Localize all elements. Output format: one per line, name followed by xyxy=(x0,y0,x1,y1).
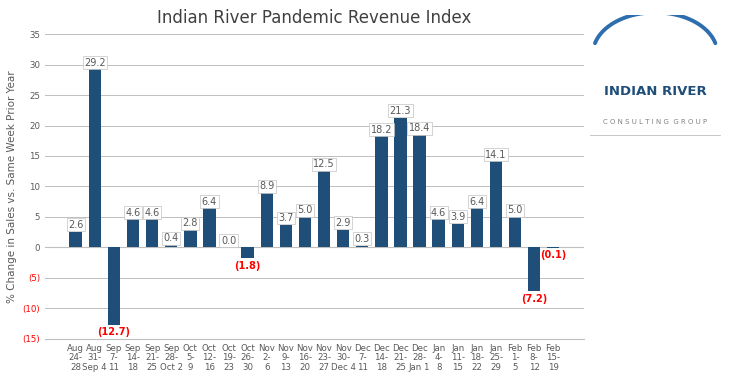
Text: 8.9: 8.9 xyxy=(259,181,274,191)
Text: 21.3: 21.3 xyxy=(390,106,411,116)
Bar xyxy=(490,161,502,247)
Text: (0.1): (0.1) xyxy=(540,251,566,260)
Bar xyxy=(146,219,158,247)
Text: 2.8: 2.8 xyxy=(182,219,198,229)
Bar xyxy=(108,247,120,325)
Bar xyxy=(528,247,540,291)
Text: 5.0: 5.0 xyxy=(507,205,523,215)
Text: 6.4: 6.4 xyxy=(469,197,485,207)
Bar xyxy=(318,171,330,247)
Y-axis label: % Change in Sales vs. Same Week Prior Year: % Change in Sales vs. Same Week Prior Ye… xyxy=(7,70,17,303)
Text: 0.3: 0.3 xyxy=(355,234,370,244)
Text: 5.0: 5.0 xyxy=(297,205,312,215)
Bar xyxy=(242,247,254,258)
Bar xyxy=(299,217,311,247)
Bar xyxy=(432,219,445,247)
Bar xyxy=(88,69,101,247)
Text: 29.2: 29.2 xyxy=(84,58,106,67)
Text: (12.7): (12.7) xyxy=(97,327,131,337)
Bar xyxy=(394,117,407,247)
Text: INDIAN RIVER: INDIAN RIVER xyxy=(604,85,707,98)
Text: 14.1: 14.1 xyxy=(485,150,507,160)
Text: (7.2): (7.2) xyxy=(521,294,548,304)
Bar xyxy=(280,225,292,247)
Text: C O N S U L T I N G  G R O U P: C O N S U L T I N G G R O U P xyxy=(603,119,707,125)
Text: 3.7: 3.7 xyxy=(278,213,293,223)
Text: 4.6: 4.6 xyxy=(126,208,141,218)
Bar xyxy=(184,230,196,247)
Text: 0.0: 0.0 xyxy=(221,236,236,246)
Text: 3.9: 3.9 xyxy=(450,212,466,222)
Bar xyxy=(356,246,369,247)
Bar xyxy=(127,219,139,247)
Text: 12.5: 12.5 xyxy=(313,160,335,169)
Text: 18.4: 18.4 xyxy=(409,124,430,133)
Bar xyxy=(337,230,350,247)
Bar xyxy=(471,208,483,247)
Bar xyxy=(69,232,82,247)
Text: 2.6: 2.6 xyxy=(68,220,83,230)
Title: Indian River Pandemic Revenue Index: Indian River Pandemic Revenue Index xyxy=(157,9,472,27)
Bar xyxy=(509,217,521,247)
Bar xyxy=(452,224,464,247)
Text: 18.2: 18.2 xyxy=(371,125,392,135)
Text: 4.6: 4.6 xyxy=(145,208,160,218)
Bar xyxy=(375,136,388,247)
Bar xyxy=(261,193,273,247)
Text: (1.8): (1.8) xyxy=(234,261,261,271)
Text: 6.4: 6.4 xyxy=(201,197,217,207)
Text: 2.9: 2.9 xyxy=(336,218,351,228)
Bar xyxy=(547,247,559,248)
Bar xyxy=(413,135,426,247)
Bar xyxy=(165,245,177,247)
Text: 4.6: 4.6 xyxy=(431,208,446,218)
Text: 0.4: 0.4 xyxy=(164,233,179,243)
Bar xyxy=(203,208,215,247)
